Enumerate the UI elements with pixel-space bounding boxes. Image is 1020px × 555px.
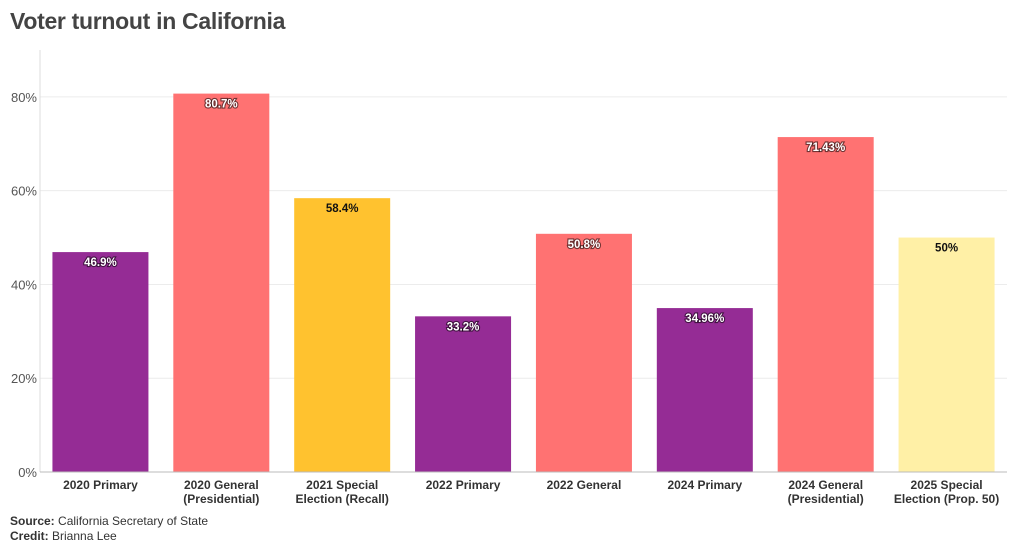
x-tick-label: 2020 General (Presidential)	[183, 478, 259, 506]
x-tick-label: 2024 General (Presidential)	[788, 478, 864, 506]
data-label: 50.8%	[568, 239, 601, 251]
source-label: Source:	[10, 514, 55, 528]
x-tick-label: 2021 Special Election (Recall)	[296, 478, 389, 506]
bar	[898, 237, 995, 472]
x-tick-label: 2022 Primary	[426, 478, 501, 492]
data-label: 50%	[935, 243, 958, 255]
data-label: 33.2%	[447, 321, 480, 333]
x-tick-label: 2024 Primary	[667, 478, 742, 492]
y-tick-label: 20%	[11, 371, 37, 386]
chart-title: Voter turnout in California	[10, 8, 286, 34]
data-label: 46.9%	[84, 257, 117, 269]
y-axis: 0% 20% 40% 60% 80%	[11, 50, 41, 480]
data-labels: 46.9% 80.7% 58.4% 33.2% 50.8% 34.96% 71.43% 50%	[83, 98, 958, 335]
x-axis: 2020 Primary 2020 General (Presidential) 20…	[40, 471, 1007, 506]
data-label: 34.96%	[685, 313, 724, 325]
bar	[777, 137, 874, 472]
bar	[294, 198, 391, 472]
y-tick-label: 80%	[11, 90, 37, 105]
data-label: 58.4%	[326, 203, 359, 215]
y-tick-label: 40%	[11, 277, 37, 292]
x-tick-label: 2020 Primary	[63, 478, 138, 492]
x-tick-label: 2025 Special Election (Prop. 50)	[894, 478, 999, 506]
credit-text: Brianna Lee	[52, 529, 117, 543]
x-tick-label: 2022 General	[547, 478, 622, 492]
bar	[415, 316, 512, 472]
source-text: California Secretary of State	[58, 514, 209, 528]
bar	[535, 233, 632, 472]
data-label: 71.43%	[806, 142, 845, 154]
y-tick-label: 0%	[18, 465, 37, 480]
bar	[52, 252, 149, 472]
data-label: 80.7%	[205, 99, 238, 111]
credit-note: Credit: Brianna Lee	[10, 529, 117, 543]
bar	[173, 93, 270, 473]
bar	[656, 308, 753, 472]
credit-label: Credit:	[10, 529, 49, 543]
bars	[52, 93, 995, 473]
y-tick-label: 60%	[11, 184, 37, 199]
source-note: Source: California Secretary of State	[10, 514, 208, 528]
